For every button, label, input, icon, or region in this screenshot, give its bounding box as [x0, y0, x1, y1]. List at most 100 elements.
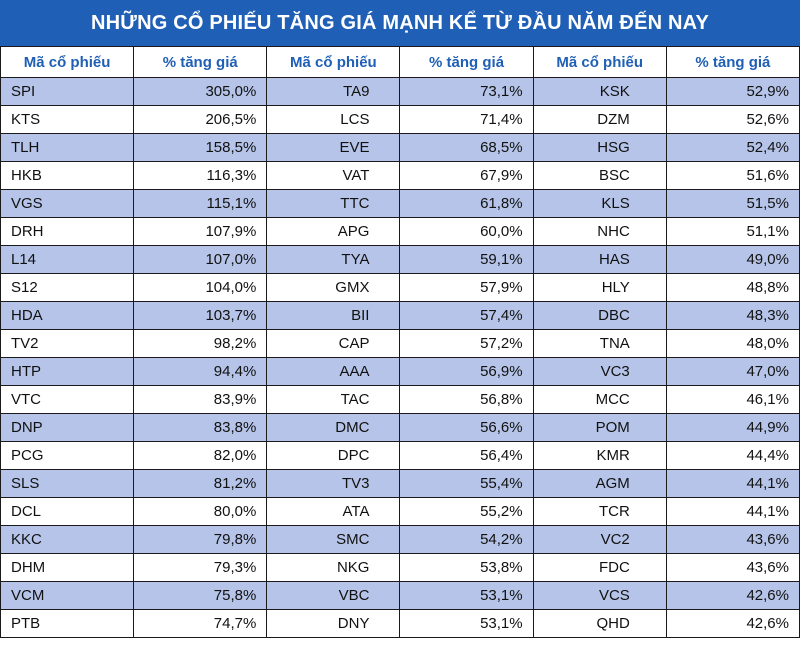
gain-percent-cell: 59,1% [399, 245, 534, 274]
gain-percent-cell: 52,9% [665, 77, 800, 106]
gain-percent-cell: 83,9% [133, 385, 268, 414]
stock-code-cell: DHM [0, 553, 135, 582]
stock-code-cell: TCR [532, 497, 667, 526]
gain-percent-cell: 44,9% [665, 413, 800, 442]
gain-percent-cell: 57,9% [399, 273, 534, 302]
gain-percent-cell: 74,7% [133, 609, 268, 638]
gain-percent-cell: 47,0% [665, 357, 800, 386]
gain-percent-cell: 103,7% [133, 301, 268, 330]
stock-code-cell: PTB [0, 609, 135, 638]
stock-code-cell: VAT [266, 161, 401, 190]
gain-percent-cell: 53,1% [399, 581, 534, 610]
table-row: SPI 305,0% TA9 73,1% KSK 52,9% [0, 77, 800, 106]
gain-percent-cell: 68,5% [399, 133, 534, 162]
stock-code-cell: LCS [266, 105, 401, 134]
gain-percent-cell: 56,8% [399, 385, 534, 414]
stock-code-cell: VC2 [532, 525, 667, 554]
stock-code-cell: SMC [266, 525, 401, 554]
header-pct-1: % tăng giá [133, 46, 268, 78]
gain-percent-cell: 73,1% [399, 77, 534, 106]
gain-percent-cell: 80,0% [133, 497, 268, 526]
gain-percent-cell: 44,4% [665, 441, 800, 470]
stock-code-cell: DNP [0, 413, 135, 442]
stock-code-cell: VTC [0, 385, 135, 414]
gain-percent-cell: 52,6% [665, 105, 800, 134]
table-row: DHM 79,3% NKG 53,8% FDC 43,6% [0, 553, 800, 582]
table-row: S12 104,0% GMX 57,9% HLY 48,8% [0, 273, 800, 302]
table-row: L14 107,0% TYA 59,1% HAS 49,0% [0, 245, 800, 274]
table-row: DNP 83,8% DMC 56,6% POM 44,9% [0, 413, 800, 442]
table-row: VGS 115,1% TTC 61,8% KLS 51,5% [0, 189, 800, 218]
header-pct-3: % tăng giá [665, 46, 800, 78]
stock-code-cell: GMX [266, 273, 401, 302]
table-row: HKB 116,3% VAT 67,9% BSC 51,6% [0, 161, 800, 190]
stock-code-cell: TYA [266, 245, 401, 274]
table-row: VTC 83,9% TAC 56,8% MCC 46,1% [0, 385, 800, 414]
stock-code-cell: VC3 [532, 357, 667, 386]
gain-percent-cell: 206,5% [133, 105, 268, 134]
stock-code-cell: CAP [266, 329, 401, 358]
gain-percent-cell: 115,1% [133, 189, 268, 218]
stock-code-cell: DCL [0, 497, 135, 526]
gain-percent-cell: 55,2% [399, 497, 534, 526]
stock-code-cell: ATA [266, 497, 401, 526]
gain-percent-cell: 56,9% [399, 357, 534, 386]
gain-percent-cell: 79,3% [133, 553, 268, 582]
table-row: DRH 107,9% APG 60,0% NHC 51,1% [0, 217, 800, 246]
gain-percent-cell: 43,6% [665, 553, 800, 582]
gain-percent-cell: 57,2% [399, 329, 534, 358]
gain-percent-cell: 51,6% [665, 161, 800, 190]
stock-code-cell: HDA [0, 301, 135, 330]
stock-code-cell: HLY [532, 273, 667, 302]
gain-percent-cell: 75,8% [133, 581, 268, 610]
gain-percent-cell: 46,1% [665, 385, 800, 414]
gain-percent-cell: 48,8% [665, 273, 800, 302]
stock-code-cell: HKB [0, 161, 135, 190]
stock-code-cell: NHC [532, 217, 667, 246]
stock-code-cell: DRH [0, 217, 135, 246]
stock-code-cell: VGS [0, 189, 135, 218]
gain-percent-cell: 53,8% [399, 553, 534, 582]
gain-percent-cell: 107,0% [133, 245, 268, 274]
stock-code-cell: DNY [266, 609, 401, 638]
stock-code-cell: TA9 [266, 77, 401, 106]
header-row: Mã cổ phiếu % tăng giá Mã cổ phiếu % tăn… [0, 46, 800, 78]
table-row: PCG 82,0% DPC 56,4% KMR 44,4% [0, 441, 800, 470]
stock-code-cell: HTP [0, 357, 135, 386]
stock-code-cell: S12 [0, 273, 135, 302]
stock-code-cell: AAA [266, 357, 401, 386]
stock-code-cell: POM [532, 413, 667, 442]
gain-percent-cell: 48,3% [665, 301, 800, 330]
gain-percent-cell: 49,0% [665, 245, 800, 274]
gain-percent-cell: 98,2% [133, 329, 268, 358]
stock-code-cell: TV3 [266, 469, 401, 498]
stock-code-cell: DZM [532, 105, 667, 134]
stock-code-cell: TV2 [0, 329, 135, 358]
table-row: HTP 94,4% AAA 56,9% VC3 47,0% [0, 357, 800, 386]
stock-code-cell: SPI [0, 77, 135, 106]
stock-code-cell: BSC [532, 161, 667, 190]
table-row: TLH 158,5% EVE 68,5% HSG 52,4% [0, 133, 800, 162]
stock-code-cell: APG [266, 217, 401, 246]
gain-percent-cell: 44,1% [665, 469, 800, 498]
header-code-1: Mã cổ phiếu [0, 46, 135, 78]
gain-percent-cell: 61,8% [399, 189, 534, 218]
stock-code-cell: VBC [266, 581, 401, 610]
gain-percent-cell: 82,0% [133, 441, 268, 470]
table-row: KTS 206,5% LCS 71,4% DZM 52,6% [0, 105, 800, 134]
gain-percent-cell: 158,5% [133, 133, 268, 162]
gain-percent-cell: 305,0% [133, 77, 268, 106]
stock-code-cell: KMR [532, 441, 667, 470]
header-code-2: Mã cổ phiếu [266, 46, 401, 78]
stock-code-cell: VCM [0, 581, 135, 610]
gain-percent-cell: 42,6% [665, 581, 800, 610]
stock-code-cell: FDC [532, 553, 667, 582]
gain-percent-cell: 81,2% [133, 469, 268, 498]
table-row: KKC 79,8% SMC 54,2% VC2 43,6% [0, 525, 800, 554]
stock-code-cell: BII [266, 301, 401, 330]
gain-percent-cell: 51,1% [665, 217, 800, 246]
stock-code-cell: TNA [532, 329, 667, 358]
table-row: TV2 98,2% CAP 57,2% TNA 48,0% [0, 329, 800, 358]
header-code-3: Mã cổ phiếu [532, 46, 667, 78]
